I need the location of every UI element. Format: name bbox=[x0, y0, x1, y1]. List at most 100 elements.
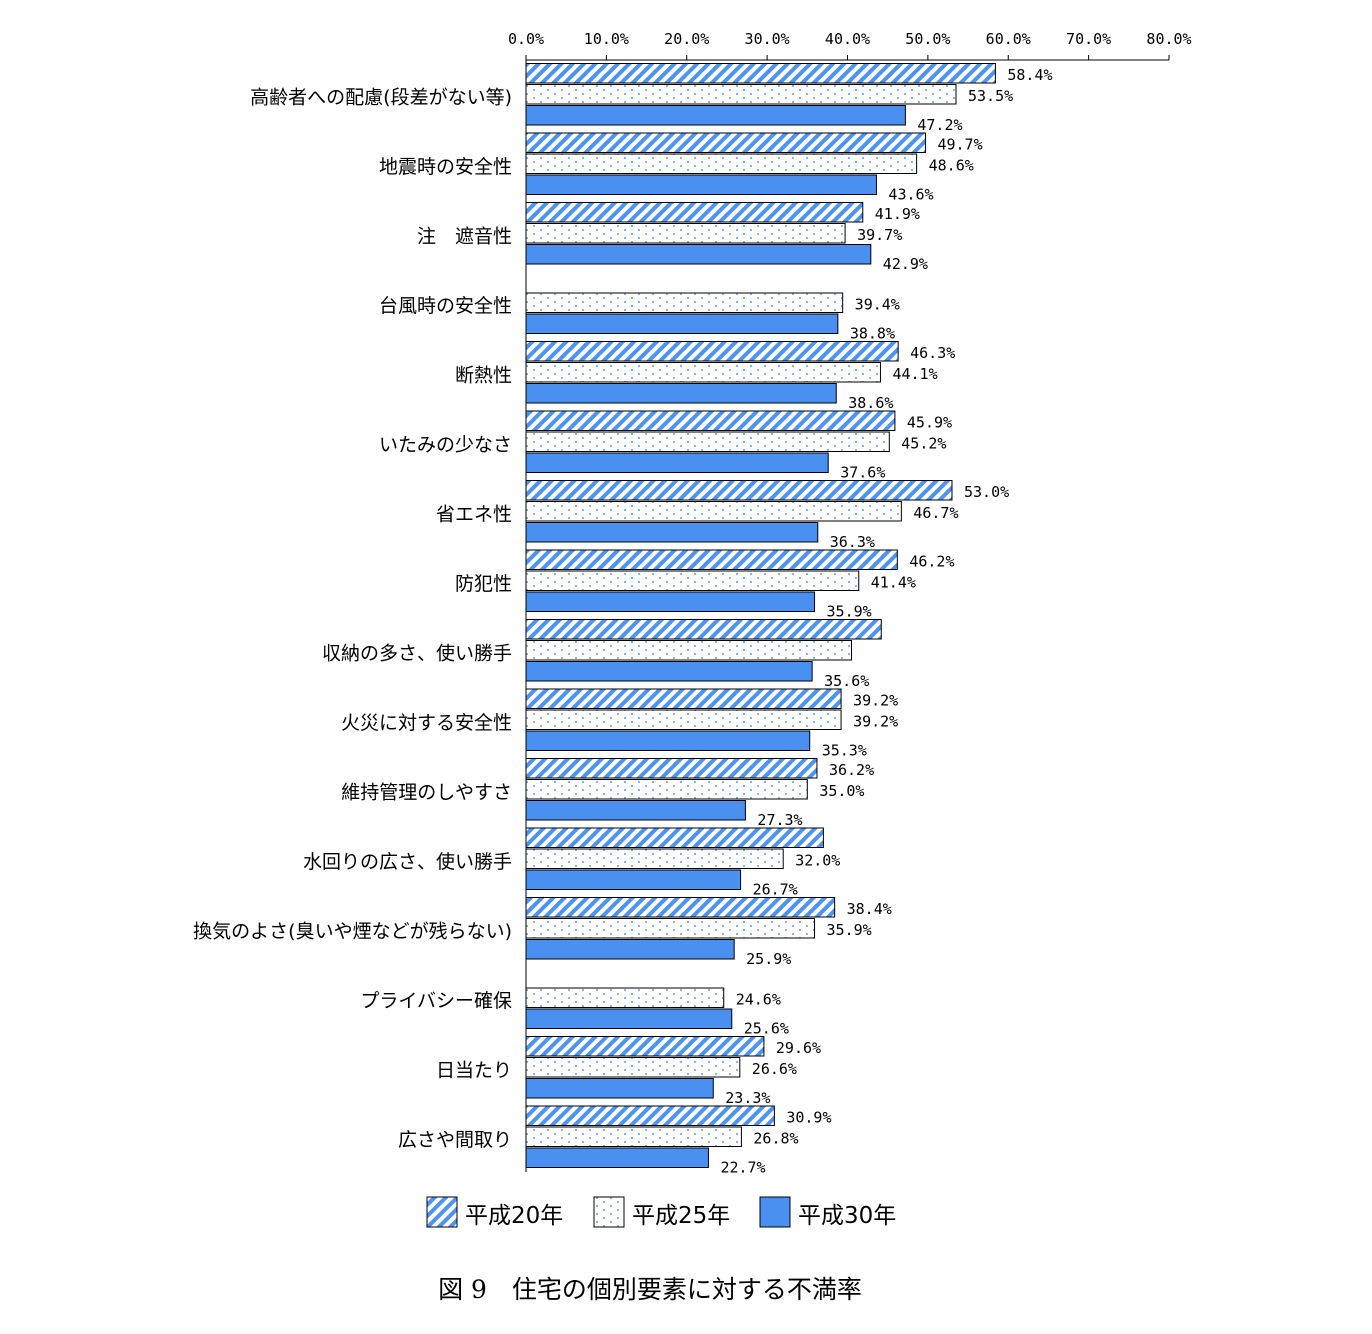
data-label: 48.6% bbox=[929, 156, 974, 174]
bar bbox=[525, 591, 816, 612]
bar bbox=[525, 1057, 741, 1078]
bar bbox=[525, 480, 953, 501]
data-label: 27.3% bbox=[757, 811, 802, 829]
category-label: 注 遮音性 bbox=[417, 226, 512, 248]
data-label: 35.0% bbox=[819, 782, 864, 800]
category-label: 水回りの広さ、使い勝手 bbox=[303, 851, 512, 873]
bar bbox=[525, 709, 842, 730]
category-label: 収納の多さ、使い勝手 bbox=[322, 643, 512, 665]
data-label: 29.6% bbox=[776, 1039, 821, 1057]
category-label: 地震時の安全性 bbox=[379, 156, 512, 178]
bar bbox=[525, 1126, 742, 1147]
x-tick-label: 10.0% bbox=[584, 30, 629, 48]
data-label: 46.3% bbox=[910, 344, 955, 362]
category-label: 維持管理のしやすさ bbox=[341, 782, 512, 804]
bar bbox=[525, 661, 813, 682]
legend-swatch bbox=[426, 1196, 458, 1228]
bar bbox=[525, 800, 746, 821]
bar bbox=[525, 1036, 765, 1057]
bar bbox=[525, 1008, 733, 1029]
data-label: 35.9% bbox=[827, 921, 872, 939]
x-tick-label: 60.0% bbox=[986, 30, 1031, 48]
x-tick-label: 0.0% bbox=[508, 30, 544, 48]
data-label: 41.4% bbox=[871, 573, 916, 591]
category-label: 日当たり bbox=[436, 1060, 512, 1082]
data-label: 37.6% bbox=[840, 463, 885, 481]
x-tick-label: 30.0% bbox=[745, 30, 790, 48]
data-label: 38.4% bbox=[847, 900, 892, 918]
data-label: 53.5% bbox=[968, 87, 1013, 105]
data-label: 41.9% bbox=[875, 205, 920, 223]
data-label: 35.3% bbox=[822, 741, 867, 759]
bar bbox=[525, 362, 881, 383]
data-label: 46.2% bbox=[909, 552, 954, 570]
data-label: 36.2% bbox=[829, 761, 874, 779]
bar bbox=[525, 501, 902, 522]
data-label: 44.1% bbox=[892, 365, 937, 383]
data-label: 26.8% bbox=[753, 1129, 798, 1147]
bar bbox=[525, 897, 836, 918]
data-label: 26.7% bbox=[753, 880, 798, 898]
bar bbox=[525, 688, 842, 709]
bar bbox=[525, 292, 844, 313]
bar bbox=[525, 869, 742, 890]
bar bbox=[525, 84, 957, 105]
category-label: 換気のよさ(臭いや煙などが残らない) bbox=[193, 921, 512, 943]
bar bbox=[525, 202, 864, 223]
bar bbox=[525, 758, 818, 779]
bar bbox=[525, 105, 906, 126]
bar bbox=[525, 570, 860, 591]
bar bbox=[525, 987, 725, 1008]
category-label: 断熱性 bbox=[455, 365, 512, 387]
data-label: 39.2% bbox=[853, 712, 898, 730]
data-label: 35.6% bbox=[824, 672, 869, 690]
bar bbox=[525, 132, 926, 153]
category-label: プライバシー確保 bbox=[360, 990, 512, 1012]
bar bbox=[525, 452, 829, 473]
bars: 58.4% 53.5% 47.2%49.7% 48.6% 43.6% 41.9% 39.7%… bbox=[525, 63, 1053, 1176]
category-label: 広さや間取り bbox=[398, 1129, 512, 1151]
bar bbox=[525, 779, 808, 800]
bar bbox=[525, 341, 899, 362]
bar bbox=[525, 730, 811, 751]
category-label: 省エネ性 bbox=[436, 504, 512, 526]
bar bbox=[525, 549, 898, 570]
bar bbox=[525, 918, 816, 939]
category-label: 火災に対する安全性 bbox=[341, 712, 512, 734]
legend-entry: 平成30年 bbox=[798, 1203, 896, 1229]
bar bbox=[525, 313, 839, 334]
legend-entry: 平成25年 bbox=[632, 1203, 730, 1229]
bar bbox=[525, 153, 918, 174]
data-label: 49.7% bbox=[937, 135, 982, 153]
bar bbox=[525, 383, 837, 404]
data-label: 39.7% bbox=[857, 226, 902, 244]
bar bbox=[525, 619, 882, 640]
data-label: 26.6% bbox=[752, 1060, 797, 1078]
category-label: 台風時の安全性 bbox=[379, 295, 512, 317]
data-label: 45.2% bbox=[901, 434, 946, 452]
bar bbox=[525, 1105, 775, 1126]
data-label: 38.6% bbox=[848, 394, 893, 412]
bar bbox=[525, 63, 996, 84]
category-label: 高齢者への配慮(段差がない等) bbox=[250, 87, 512, 109]
data-label: 53.0% bbox=[964, 483, 1009, 501]
legend-swatch bbox=[759, 1196, 791, 1228]
figure-caption: 図 9 住宅の個別要素に対する不満率 bbox=[438, 1275, 862, 1304]
data-label: 24.6% bbox=[736, 990, 781, 1008]
data-label: 25.6% bbox=[744, 1019, 789, 1037]
data-label: 23.3% bbox=[725, 1089, 770, 1107]
x-tick-label: 50.0% bbox=[905, 30, 950, 48]
data-label: 43.6% bbox=[888, 185, 933, 203]
data-label: 39.4% bbox=[855, 295, 900, 313]
data-label: 45.9% bbox=[907, 413, 952, 431]
bar bbox=[525, 522, 819, 543]
category-label: 防犯性 bbox=[455, 573, 512, 595]
x-tick-label: 40.0% bbox=[825, 30, 870, 48]
bar bbox=[525, 640, 853, 661]
bar bbox=[525, 431, 890, 452]
legend-entry: 平成20年 bbox=[465, 1203, 563, 1229]
bar bbox=[525, 410, 896, 431]
data-label: 35.9% bbox=[827, 602, 872, 620]
